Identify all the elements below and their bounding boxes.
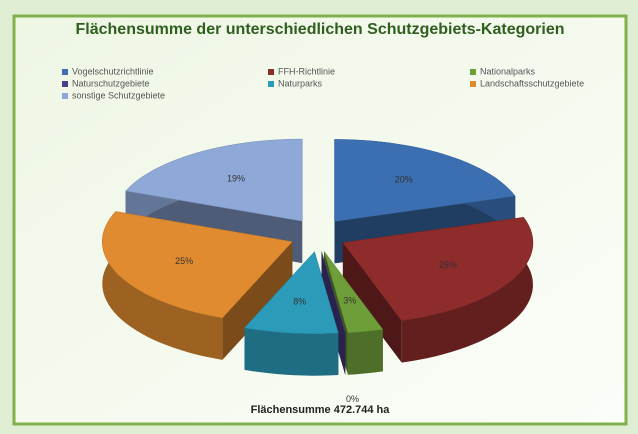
slice <box>102 211 293 319</box>
slice <box>334 139 516 222</box>
slice-wall <box>321 251 346 375</box>
slice-side <box>244 327 339 376</box>
legend-label: Naturschutzgebiete <box>72 78 150 88</box>
legend-label: Landschaftsschutzgebiete <box>480 78 584 88</box>
legend-label: FFH-Richtlinie <box>278 66 335 76</box>
slice-side <box>401 217 533 363</box>
slice <box>342 217 534 321</box>
legend-swatch <box>268 69 274 75</box>
slice <box>321 251 346 334</box>
data-label: 3% <box>343 295 356 305</box>
legend-swatch <box>62 93 68 99</box>
legend-swatch <box>62 81 68 87</box>
legend-swatch <box>470 69 476 75</box>
data-label: 20% <box>395 175 413 185</box>
pie: 19% 20% 25% 25% 3% 0% 8% <box>102 138 534 404</box>
legend-label: Vogelschutzrichtlinie <box>72 66 154 76</box>
chart-footer: Flächensumme 472.744 ha <box>251 404 391 416</box>
slice-wall <box>342 242 402 363</box>
legend-label: Nationalparks <box>480 66 536 76</box>
legend-swatch <box>470 81 476 87</box>
data-label: 25% <box>439 260 457 270</box>
data-label: 25% <box>175 256 193 266</box>
legend-label: Naturparks <box>278 78 323 88</box>
legend-swatch <box>62 69 68 75</box>
slice <box>323 251 384 333</box>
slice <box>125 138 303 222</box>
legend: Vogelschutzrichtlinie FFH-Richtlinie Natio… <box>62 66 584 100</box>
slice-side <box>347 329 383 375</box>
legend-swatch <box>268 81 274 87</box>
data-label: 0% <box>346 394 359 404</box>
slice <box>244 251 339 334</box>
legend-label: sonstige Schutzgebiete <box>72 90 165 100</box>
chart-title: Flächensumme der unterschiedlichen Schut… <box>76 21 565 38</box>
slice-side <box>102 211 223 360</box>
data-label: 19% <box>227 173 245 183</box>
data-label: 8% <box>293 296 306 306</box>
